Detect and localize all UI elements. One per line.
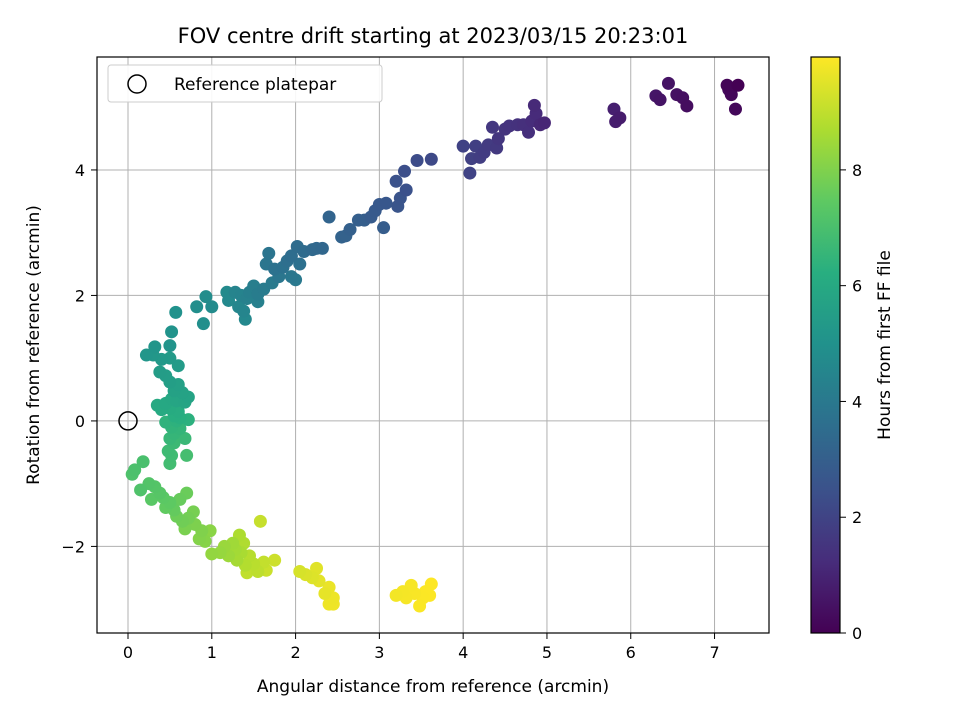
colorbar-label: Hours from first FF file	[875, 250, 895, 440]
data-point	[728, 102, 742, 116]
data-point	[169, 305, 183, 319]
colorbar-tick-label: 8	[852, 161, 862, 180]
data-point	[389, 174, 403, 188]
data-point	[171, 359, 185, 373]
x-tick-label: 4	[458, 643, 468, 662]
colorbar-tick-label: 4	[852, 392, 862, 411]
colorbar: 0 2 4 6 8 Hours from first FF file	[810, 56, 895, 643]
data-point	[318, 586, 332, 600]
colorbar-ticks: 0 2 4 6 8	[840, 161, 862, 643]
x-tick-label: 2	[290, 643, 300, 662]
data-point	[720, 78, 734, 92]
legend-label: Reference platepar	[174, 75, 336, 95]
data-point	[180, 448, 194, 462]
data-point	[163, 339, 177, 353]
data-point	[463, 166, 477, 180]
x-axis-label: Angular distance from reference (arcmin)	[257, 677, 609, 697]
data-point	[293, 257, 307, 271]
data-point	[165, 325, 179, 339]
data-point	[389, 588, 403, 602]
legend-box	[107, 64, 383, 103]
data-point	[136, 455, 150, 469]
data-point	[262, 246, 276, 260]
chart-title: FOV centre drift starting at 2023/03/15 …	[178, 24, 689, 48]
data-point	[485, 120, 499, 134]
data-point	[424, 152, 438, 166]
plot-frame	[96, 56, 770, 634]
data-point	[456, 139, 470, 153]
legend-marker	[127, 74, 147, 94]
data-point	[293, 565, 307, 579]
data-point	[315, 241, 329, 255]
data-point	[173, 492, 187, 506]
colorbar-tick-label: 6	[852, 277, 862, 296]
data-point	[537, 116, 551, 130]
data-point	[527, 98, 541, 112]
y-axis-ticks: −2 0 2 4	[61, 161, 97, 556]
data-point	[237, 304, 251, 318]
data-point	[398, 164, 412, 178]
data-point	[661, 76, 675, 90]
data-point	[613, 111, 627, 125]
colorbar-gradient	[810, 56, 841, 634]
x-tick-label: 5	[542, 643, 552, 662]
legend: Reference platepar	[107, 64, 383, 103]
data-point	[491, 132, 505, 146]
data-point	[128, 463, 142, 477]
data-point	[134, 483, 148, 497]
data-point	[731, 78, 745, 92]
x-tick-label: 7	[709, 643, 719, 662]
data-point	[522, 125, 536, 139]
data-point	[178, 431, 192, 445]
data-point	[205, 547, 219, 561]
y-tick-label: 0	[75, 412, 85, 431]
data-point	[196, 317, 210, 331]
data-point	[377, 221, 391, 235]
data-point	[205, 300, 219, 314]
x-tick-label: 0	[123, 643, 133, 662]
data-point	[284, 270, 298, 284]
data-point	[284, 249, 298, 263]
data-point	[343, 223, 357, 237]
x-tick-label: 6	[626, 643, 636, 662]
data-point	[322, 210, 336, 224]
data-point	[413, 599, 427, 613]
data-point	[153, 365, 167, 379]
data-point	[190, 300, 204, 314]
data-point	[257, 555, 271, 569]
data-point	[199, 290, 213, 304]
data-point	[410, 154, 424, 168]
data-point	[653, 93, 667, 107]
data-point	[253, 514, 267, 528]
data-point	[399, 183, 413, 197]
data-point	[148, 340, 162, 354]
x-tick-label: 1	[207, 643, 217, 662]
y-tick-label: −2	[61, 537, 85, 556]
x-axis-ticks: 0 1 2 3 4 5 6 7	[123, 633, 720, 662]
data-point	[139, 348, 153, 362]
reference-platepar-marker	[118, 411, 138, 431]
data-point	[379, 196, 393, 210]
data-point	[680, 99, 694, 113]
scatter-points	[125, 76, 745, 613]
x-tick-label: 3	[374, 643, 384, 662]
colorbar-tick-label: 0	[852, 624, 862, 643]
y-axis-label: Rotation from reference (arcmin)	[24, 205, 44, 485]
y-tick-label: 4	[75, 161, 85, 180]
data-point	[268, 553, 282, 567]
y-tick-label: 2	[75, 286, 85, 305]
colorbar-tick-label: 2	[852, 508, 862, 527]
